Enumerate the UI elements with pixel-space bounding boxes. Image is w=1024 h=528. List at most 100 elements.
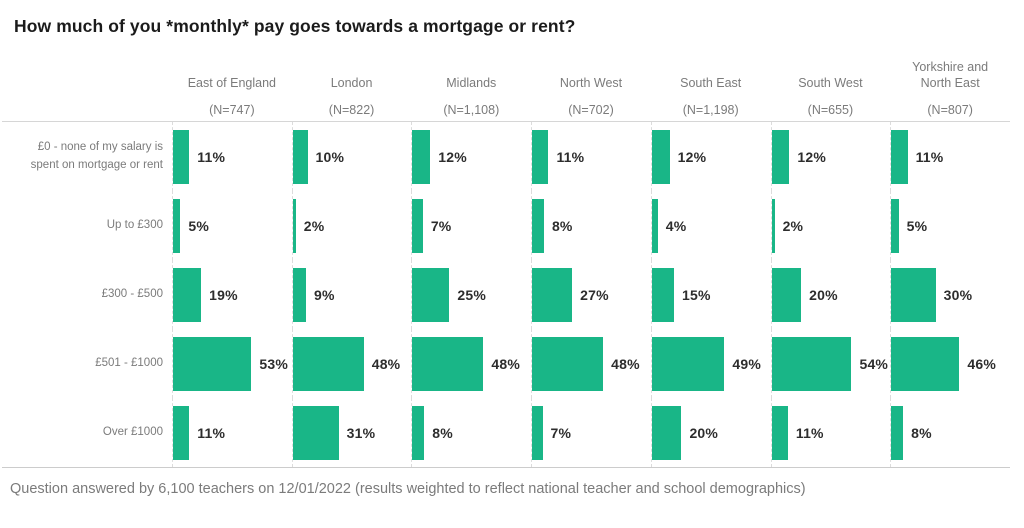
chart-row: Up to £300 5% 2% 7% 8% 4% 2% 5% bbox=[2, 191, 1010, 260]
bar bbox=[771, 336, 852, 391]
bar-cell: 46% bbox=[890, 329, 1010, 398]
bar-cell: 5% bbox=[890, 191, 1010, 260]
bar bbox=[292, 129, 308, 184]
chart-row: Over £1000 11% 31% 8% 7% 20% 11% 8% bbox=[2, 398, 1010, 467]
bar-cell: 20% bbox=[770, 260, 891, 329]
bar-cell: 53% bbox=[172, 329, 292, 398]
bar-value-label: 31% bbox=[346, 424, 376, 441]
row-category-label: Over £1000 bbox=[102, 425, 163, 438]
bar-value-label: 49% bbox=[732, 355, 761, 372]
row-category-label: Up to £300 bbox=[106, 218, 163, 231]
column-header: Midlands (N=1,108) bbox=[411, 59, 531, 124]
bar bbox=[651, 405, 682, 460]
column-region-name: South West bbox=[798, 76, 863, 91]
bar-cell: 12% bbox=[650, 122, 771, 191]
bar bbox=[651, 336, 725, 391]
column-sample-size: (N=1,198) bbox=[682, 102, 739, 117]
bar bbox=[771, 267, 802, 322]
chart-row: £300 - £500 19% 9% 25% 27% 15% 20% 30% bbox=[2, 260, 1010, 329]
bar-cell: 8% bbox=[890, 398, 1010, 467]
bar-value-label: 10% bbox=[315, 148, 345, 165]
bar-value-label: 5% bbox=[188, 217, 210, 234]
column-sample-size: (N=822) bbox=[328, 102, 375, 117]
column-sample-size: (N=747) bbox=[209, 102, 255, 117]
bar-cell: 11% bbox=[531, 122, 651, 191]
bar-value-label: 4% bbox=[665, 217, 687, 234]
bar-cell: 48% bbox=[291, 329, 412, 398]
bar-cell: 30% bbox=[890, 260, 1010, 329]
bar-cell: 25% bbox=[411, 260, 531, 329]
bar-cell: 11% bbox=[172, 122, 292, 191]
bar-value-label: 54% bbox=[859, 355, 889, 372]
bar-cell: 15% bbox=[650, 260, 771, 329]
bar bbox=[891, 405, 904, 460]
bar-value-label: 20% bbox=[809, 286, 838, 303]
bar-value-label: 30% bbox=[943, 286, 973, 303]
column-region-name: Midlands bbox=[446, 76, 497, 91]
bar-cell: 5% bbox=[172, 191, 292, 260]
bar-value-label: 12% bbox=[797, 148, 826, 165]
bar-value-label: 48% bbox=[491, 355, 521, 372]
bar-value-label: 9% bbox=[314, 286, 335, 303]
bar bbox=[532, 267, 573, 322]
bar-cell: 11% bbox=[770, 398, 891, 467]
bar bbox=[532, 198, 544, 253]
bar-cell: 12% bbox=[411, 122, 531, 191]
bar bbox=[292, 198, 296, 253]
bar-cell: 31% bbox=[291, 398, 412, 467]
column-sample-size: (N=1,108) bbox=[443, 102, 500, 117]
bar-cell: 19% bbox=[172, 260, 292, 329]
bar-value-label: 25% bbox=[457, 286, 487, 303]
bar-value-label: 12% bbox=[677, 148, 707, 165]
bar-value-label: 11% bbox=[197, 424, 226, 441]
bar-cell: 20% bbox=[650, 398, 771, 467]
bar bbox=[651, 129, 670, 184]
bar-value-label: 12% bbox=[438, 148, 467, 165]
grouped-bar-chart: East of England (N=747) London (N=822) Midla… bbox=[2, 59, 1010, 468]
column-sample-size: (N=702) bbox=[568, 102, 614, 117]
column-region-name: North West bbox=[559, 76, 623, 91]
bar bbox=[771, 405, 788, 460]
bar-value-label: 2% bbox=[303, 217, 325, 234]
column-header: Yorkshire and North East (N=807) bbox=[890, 59, 1010, 124]
bar-value-label: 20% bbox=[689, 424, 719, 441]
bar-value-label: 7% bbox=[550, 424, 572, 441]
bar-value-label: 11% bbox=[795, 424, 824, 441]
bar bbox=[292, 267, 306, 322]
bar-cell: 7% bbox=[531, 398, 651, 467]
bar bbox=[412, 129, 431, 184]
bar bbox=[173, 267, 202, 322]
chart-row: £0 - none of my salary is spent on mortg… bbox=[2, 122, 1010, 191]
bar bbox=[532, 336, 604, 391]
chart-footnote: Question answered by 6,100 teachers on 1… bbox=[10, 481, 806, 497]
column-region-name: South East bbox=[680, 76, 742, 91]
bar bbox=[412, 336, 484, 391]
column-header: South West (N=655) bbox=[771, 59, 891, 124]
bar bbox=[651, 198, 658, 253]
bar bbox=[412, 267, 450, 322]
bar bbox=[173, 405, 190, 460]
bar bbox=[651, 267, 675, 322]
bar bbox=[891, 267, 936, 322]
column-header-row: East of England (N=747) London (N=822) Midla… bbox=[2, 59, 1010, 121]
header-spacer bbox=[2, 59, 172, 124]
column-region-name: East of England bbox=[187, 76, 276, 91]
bar-value-label: 8% bbox=[432, 424, 453, 441]
bar-cell: 2% bbox=[770, 191, 891, 260]
bar-cell: 8% bbox=[531, 191, 651, 260]
chart-rows: £0 - none of my salary is spent on mortg… bbox=[2, 121, 1010, 468]
bar-value-label: 8% bbox=[551, 217, 573, 234]
bar-cell: 8% bbox=[411, 398, 531, 467]
bar-value-label: 27% bbox=[580, 286, 609, 303]
bar-value-label: 11% bbox=[556, 148, 585, 165]
column-header: North West (N=702) bbox=[531, 59, 651, 124]
column-region-name: London bbox=[330, 76, 373, 91]
bar-value-label: 7% bbox=[430, 217, 452, 234]
bar-cell: 9% bbox=[291, 260, 412, 329]
bar-value-label: 19% bbox=[209, 286, 238, 303]
bar-cell: 48% bbox=[531, 329, 651, 398]
bar-value-label: 48% bbox=[371, 355, 401, 372]
bar-value-label: 46% bbox=[967, 355, 996, 372]
column-header: East of England (N=747) bbox=[172, 59, 292, 124]
bar-value-label: 2% bbox=[782, 217, 804, 234]
